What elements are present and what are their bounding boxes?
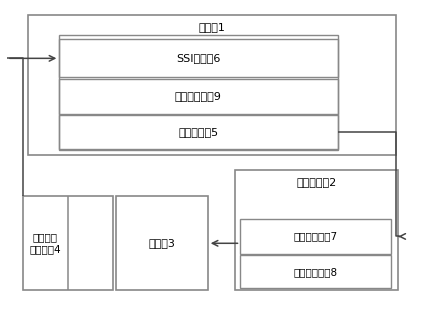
- Bar: [59, 79, 338, 114]
- Text: 运动控制板5: 运动控制板5: [179, 127, 218, 137]
- Bar: [240, 219, 391, 254]
- Bar: [23, 196, 113, 290]
- Bar: [59, 115, 338, 149]
- Bar: [28, 15, 396, 155]
- Text: 伺服驱动器2: 伺服驱动器2: [296, 177, 337, 187]
- Text: 电流控制模块7: 电流控制模块7: [294, 232, 338, 241]
- Bar: [235, 170, 398, 290]
- Text: 位置控制模块9: 位置控制模块9: [175, 91, 222, 101]
- Bar: [116, 196, 208, 290]
- Text: 电动缸3: 电动缸3: [148, 238, 175, 248]
- Text: 计算机1: 计算机1: [198, 22, 226, 32]
- Text: 多圈绝对
值编码器4: 多圈绝对 值编码器4: [29, 232, 61, 254]
- Bar: [59, 35, 338, 150]
- Bar: [59, 39, 338, 78]
- Text: 转速控制模块8: 转速控制模块8: [294, 267, 338, 277]
- Text: SSI接口板6: SSI接口板6: [176, 53, 220, 63]
- Bar: [240, 255, 391, 288]
